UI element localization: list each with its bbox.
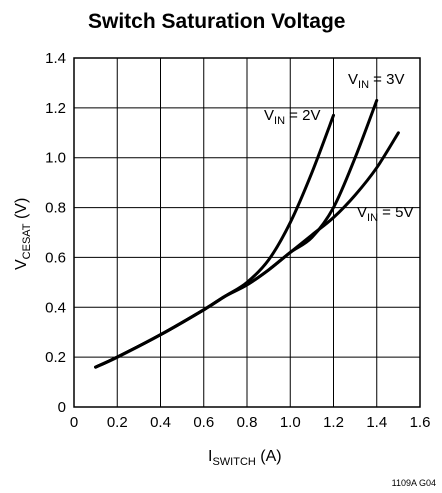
x-tick-label: 1.6 <box>410 414 431 431</box>
figure-code: 1109A G04 <box>392 478 436 488</box>
curve-vin-5v <box>94 131 400 369</box>
x-tick-label: 0.2 <box>107 414 128 431</box>
curve-vin-3v <box>94 98 379 369</box>
plot-frame <box>73 57 421 408</box>
chart-title: Switch Saturation Voltage <box>88 10 345 33</box>
y-tick-label: 0.4 <box>45 299 66 316</box>
x-axis-label: ISWITCH (A) <box>208 448 282 468</box>
y-tick-label: 1.4 <box>45 50 66 67</box>
y-tick-label: 1.2 <box>45 100 66 117</box>
curves <box>94 98 400 369</box>
x-tick-label: 1.2 <box>323 414 344 431</box>
y-tick-label: 0.2 <box>45 349 66 366</box>
y-tick-label: 0.8 <box>45 200 66 217</box>
x-tick-label: 0.4 <box>150 414 171 431</box>
y-axis-label: VCESAT (V) <box>13 198 33 270</box>
y-tick-label: 0.6 <box>45 249 66 266</box>
series-label-vin-2v: VIN = 2V <box>264 107 320 127</box>
x-tick-label: 0.8 <box>237 414 258 431</box>
grid <box>73 57 421 408</box>
y-tick-label: 1.0 <box>45 150 66 167</box>
y-tick-label: 0 <box>58 399 66 416</box>
x-tick-labels: 0 0.2 0.4 0.6 0.8 1.0 1.2 1.4 1.6 <box>70 414 431 431</box>
x-tick-label: 1.0 <box>280 414 301 431</box>
series-label-vin-3v: VIN = 3V <box>348 71 404 91</box>
y-tick-labels: 0 0.2 0.4 0.6 0.8 1.0 1.2 1.4 <box>45 50 66 416</box>
x-tick-label: 0 <box>70 414 78 431</box>
x-tick-label: 0.6 <box>193 414 214 431</box>
series-label-vin-5v: VIN = 5V <box>357 204 413 224</box>
curve-vin-2v <box>94 113 335 369</box>
x-tick-label: 1.4 <box>366 414 387 431</box>
